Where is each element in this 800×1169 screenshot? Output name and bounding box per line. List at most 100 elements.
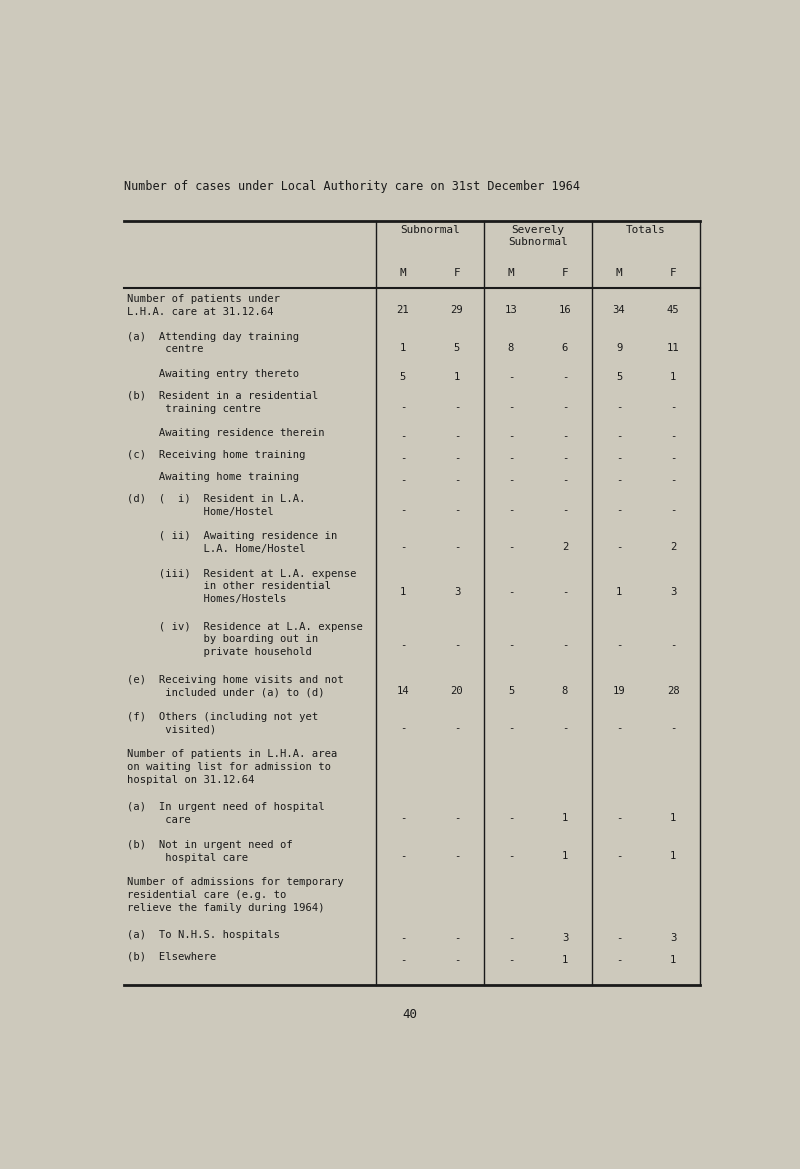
Text: -: - [616,814,622,823]
Text: (e)  Receiving home visits and not
      included under (a) to (d): (e) Receiving home visits and not includ… [127,675,344,698]
Text: 1: 1 [562,851,568,860]
Text: M: M [508,268,514,278]
Text: 8: 8 [562,685,568,696]
Text: (a)  To N.H.S. hospitals: (a) To N.H.S. hospitals [127,931,280,940]
Text: -: - [562,372,568,382]
Text: -: - [400,933,406,943]
Text: 14: 14 [397,685,410,696]
Text: -: - [400,475,406,485]
Text: 40: 40 [402,1008,418,1021]
Text: (f)  Others (including not yet
      visited): (f) Others (including not yet visited) [127,712,318,735]
Text: Severely
Subnormal: Severely Subnormal [508,224,568,247]
Text: 3: 3 [454,587,460,597]
Text: -: - [508,722,514,733]
Text: -: - [670,431,676,442]
Text: -: - [508,505,514,514]
Text: -: - [508,542,514,552]
Text: -: - [454,475,460,485]
Text: -: - [670,641,676,650]
Text: F: F [670,268,677,278]
Text: 1: 1 [454,372,460,382]
Text: -: - [508,587,514,597]
Text: Number of patients in L.H.A. area
on waiting list for admission to
hospital on 3: Number of patients in L.H.A. area on wai… [127,749,338,784]
Text: (a)  Attending day training
      centre: (a) Attending day training centre [127,332,299,354]
Text: -: - [616,505,622,514]
Text: -: - [670,722,676,733]
Text: -: - [616,641,622,650]
Text: (iii)  Resident at L.A. expense
            in other residential
            Hom: (iii) Resident at L.A. expense in other … [127,568,357,604]
Text: -: - [400,814,406,823]
Text: -: - [616,542,622,552]
Text: (b)  Not in urgent need of
      hospital care: (b) Not in urgent need of hospital care [127,839,293,863]
Text: 6: 6 [562,343,568,353]
Text: 21: 21 [397,305,410,316]
Text: 1: 1 [400,343,406,353]
Text: -: - [400,505,406,514]
Text: -: - [616,722,622,733]
Text: -: - [616,402,622,411]
Text: -: - [562,587,568,597]
Text: (c)  Receiving home training: (c) Receiving home training [127,450,306,461]
Text: 13: 13 [505,305,518,316]
Text: -: - [400,402,406,411]
Text: -: - [400,431,406,442]
Text: 16: 16 [558,305,571,316]
Text: -: - [562,641,568,650]
Text: (a)  In urgent need of hospital
      care: (a) In urgent need of hospital care [127,802,325,825]
Text: -: - [508,814,514,823]
Text: 11: 11 [666,343,679,353]
Text: -: - [562,454,568,463]
Text: 1: 1 [670,851,676,860]
Text: 5: 5 [616,372,622,382]
Text: -: - [454,814,460,823]
Text: Number of cases under Local Authority care on 31st December 1964: Number of cases under Local Authority ca… [123,180,579,193]
Text: 5: 5 [454,343,460,353]
Text: -: - [454,641,460,650]
Text: (b)  Elsewhere: (b) Elsewhere [127,952,217,962]
Text: ( iv)  Residence at L.A. expense
            by boarding out in
            priv: ( iv) Residence at L.A. expense by board… [127,622,363,657]
Text: -: - [454,402,460,411]
Text: Awaiting entry thereto: Awaiting entry thereto [127,369,299,379]
Text: -: - [508,454,514,463]
Text: -: - [670,475,676,485]
Text: 28: 28 [666,685,679,696]
Text: -: - [454,933,460,943]
Text: -: - [616,454,622,463]
Text: -: - [562,505,568,514]
Text: -: - [616,933,622,943]
Text: 8: 8 [508,343,514,353]
Text: 20: 20 [450,685,463,696]
Text: 1: 1 [562,955,568,966]
Text: (d)  (  i)  Resident in L.A.
            Home/Hostel: (d) ( i) Resident in L.A. Home/Hostel [127,493,306,517]
Text: -: - [454,454,460,463]
Text: -: - [400,851,406,860]
Text: -: - [400,955,406,966]
Text: -: - [616,475,622,485]
Text: -: - [454,722,460,733]
Text: 1: 1 [400,587,406,597]
Text: -: - [562,431,568,442]
Text: 1: 1 [670,955,676,966]
Text: 2: 2 [562,542,568,552]
Text: -: - [670,505,676,514]
Text: 34: 34 [613,305,626,316]
Text: -: - [400,641,406,650]
Text: 5: 5 [400,372,406,382]
Text: 5: 5 [508,685,514,696]
Text: -: - [508,372,514,382]
Text: -: - [508,933,514,943]
Text: 3: 3 [670,933,676,943]
Text: 1: 1 [670,814,676,823]
Text: Subnormal: Subnormal [400,224,460,235]
Text: -: - [400,454,406,463]
Text: -: - [508,955,514,966]
Text: 3: 3 [670,587,676,597]
Text: -: - [454,505,460,514]
Text: -: - [616,955,622,966]
Text: -: - [454,955,460,966]
Text: 1: 1 [616,587,622,597]
Text: 1: 1 [670,372,676,382]
Text: ( ii)  Awaiting residence in
            L.A. Home/Hostel: ( ii) Awaiting residence in L.A. Home/Ho… [127,531,338,554]
Text: -: - [454,851,460,860]
Text: F: F [454,268,460,278]
